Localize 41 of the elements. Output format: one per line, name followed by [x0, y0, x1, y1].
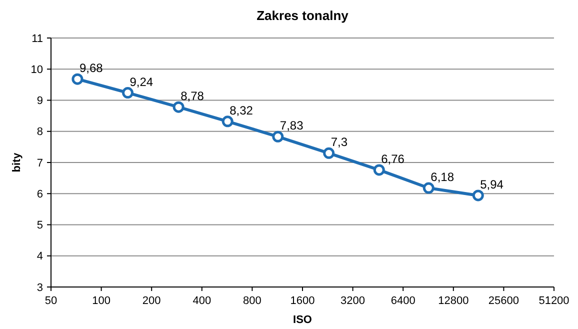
point — [222, 116, 234, 128]
data-label: 6,76 — [381, 152, 405, 166]
data-label: 9,68 — [79, 61, 104, 76]
x-tick-label: 25600 — [488, 295, 519, 307]
x-tick-label: 3200 — [340, 295, 366, 307]
y-tick-label: 3 — [36, 282, 43, 294]
data-label: 6,18 — [430, 170, 454, 184]
point — [172, 101, 184, 113]
point — [472, 190, 484, 202]
x-axis-title: ISO — [293, 314, 312, 326]
x-tick-label: 800 — [243, 295, 262, 307]
y-tick-label: 10 — [30, 64, 43, 76]
y-axis-title: bity — [11, 152, 23, 172]
x-tick-label: 50 — [44, 295, 58, 307]
data-label: 7,3 — [330, 135, 348, 150]
data-label: 9,24 — [130, 74, 154, 89]
x-tick-label: 1600 — [290, 295, 315, 307]
data-label: 8,32 — [230, 103, 254, 118]
y-tick-label: 5 — [36, 220, 43, 232]
y-tick-label: 6 — [36, 188, 43, 200]
x-tick-label: 200 — [142, 295, 161, 307]
chart-title: Zakres tonalny — [256, 8, 350, 23]
x-tick-label: 12800 — [438, 295, 469, 307]
point — [122, 87, 134, 99]
point — [422, 182, 434, 194]
y-tick-label: 11 — [32, 32, 43, 45]
y-tick-label: 4 — [36, 250, 43, 263]
y-tick-label: 9 — [36, 95, 43, 108]
point — [323, 147, 335, 159]
point — [373, 164, 385, 176]
y-tick-label: 8 — [36, 126, 43, 138]
y-tick-label: 7 — [36, 157, 43, 170]
x-tick-label: 400 — [192, 295, 212, 307]
point — [272, 130, 284, 142]
data-label: 8,78 — [180, 89, 204, 104]
x-tick-label: 100 — [92, 295, 110, 307]
data-label: 7,83 — [280, 118, 304, 133]
x-tick-label: 6400 — [390, 295, 416, 307]
data-label: 5,94 — [480, 177, 504, 192]
point — [72, 73, 84, 85]
x-tick-label: 51200 — [538, 295, 570, 307]
